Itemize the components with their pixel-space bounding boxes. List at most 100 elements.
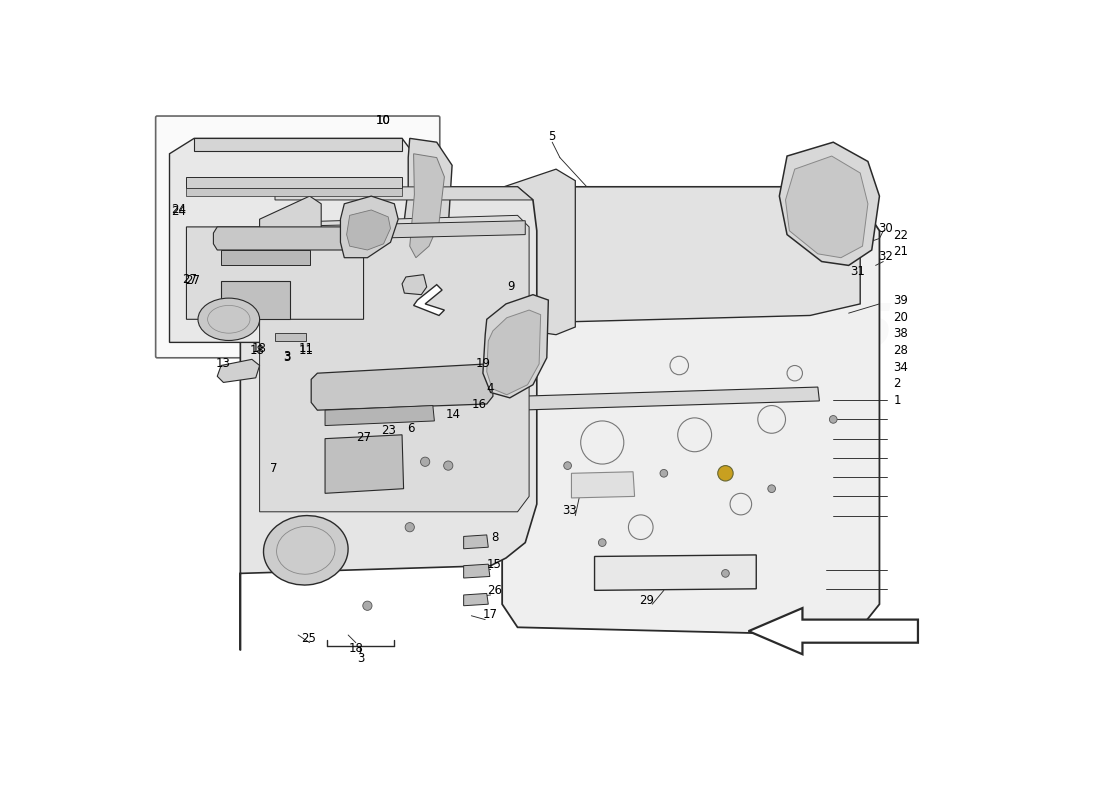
Polygon shape <box>346 210 390 250</box>
FancyBboxPatch shape <box>156 116 440 358</box>
Text: 24: 24 <box>172 203 186 217</box>
Text: 23: 23 <box>381 424 396 437</box>
Text: 4: 4 <box>487 382 494 395</box>
Text: 13: 13 <box>216 358 231 370</box>
Polygon shape <box>785 156 868 258</box>
Text: 15: 15 <box>487 558 502 570</box>
Polygon shape <box>275 187 534 200</box>
Polygon shape <box>409 154 444 258</box>
Text: 3: 3 <box>283 350 290 362</box>
Text: 14: 14 <box>446 408 461 422</box>
Polygon shape <box>213 227 352 250</box>
Circle shape <box>420 457 430 466</box>
Polygon shape <box>464 535 488 549</box>
Polygon shape <box>414 285 444 315</box>
Polygon shape <box>186 188 403 196</box>
Text: 22: 22 <box>893 229 909 242</box>
Polygon shape <box>517 387 820 410</box>
Text: 21: 21 <box>893 246 909 258</box>
Text: euro: euro <box>463 387 749 494</box>
Text: 20: 20 <box>893 310 909 324</box>
Text: 11: 11 <box>298 344 314 357</box>
Text: 16: 16 <box>472 398 486 410</box>
Circle shape <box>363 601 372 610</box>
Text: 3: 3 <box>356 651 364 665</box>
Text: a passion for parts: a passion for parts <box>422 216 604 235</box>
Text: 6: 6 <box>407 422 415 435</box>
Text: 18: 18 <box>250 344 265 357</box>
Polygon shape <box>186 227 363 319</box>
Text: 18: 18 <box>252 342 267 355</box>
Text: 9: 9 <box>507 281 515 294</box>
Text: 25: 25 <box>300 631 316 645</box>
Text: 27: 27 <box>182 273 197 286</box>
Text: 26: 26 <box>487 584 502 597</box>
Polygon shape <box>169 138 414 342</box>
Polygon shape <box>504 169 575 334</box>
Circle shape <box>829 415 837 423</box>
Polygon shape <box>504 187 860 323</box>
Polygon shape <box>275 333 306 341</box>
Text: 28: 28 <box>893 344 909 357</box>
Text: 3: 3 <box>283 351 290 364</box>
Text: 19: 19 <box>475 358 491 370</box>
Ellipse shape <box>264 515 348 585</box>
Polygon shape <box>483 294 548 398</box>
Text: 29: 29 <box>639 594 654 607</box>
Polygon shape <box>186 177 403 188</box>
Polygon shape <box>260 215 529 512</box>
Polygon shape <box>464 564 490 578</box>
Polygon shape <box>241 187 537 650</box>
Circle shape <box>722 570 729 578</box>
Polygon shape <box>341 196 398 258</box>
Text: 5: 5 <box>549 130 556 142</box>
Polygon shape <box>260 196 321 246</box>
Polygon shape <box>221 281 290 319</box>
Polygon shape <box>572 472 635 498</box>
Polygon shape <box>779 142 880 266</box>
Polygon shape <box>403 274 427 294</box>
Text: 38: 38 <box>893 327 909 340</box>
Text: 1: 1 <box>893 394 901 407</box>
Text: 27: 27 <box>185 274 200 287</box>
Polygon shape <box>502 187 880 635</box>
Text: 30: 30 <box>878 222 893 235</box>
Circle shape <box>768 485 776 493</box>
Text: 1985: 1985 <box>725 301 894 359</box>
Circle shape <box>405 522 415 532</box>
Text: 10: 10 <box>375 114 390 127</box>
Polygon shape <box>403 138 452 273</box>
Text: 32: 32 <box>878 250 893 262</box>
Text: 10: 10 <box>375 114 390 127</box>
Polygon shape <box>326 406 434 426</box>
Circle shape <box>717 466 734 481</box>
Polygon shape <box>218 359 260 382</box>
Polygon shape <box>749 608 917 654</box>
Text: carparts: carparts <box>477 345 870 426</box>
Polygon shape <box>264 221 526 241</box>
Ellipse shape <box>198 298 260 341</box>
Circle shape <box>660 470 668 477</box>
Polygon shape <box>594 555 757 590</box>
Polygon shape <box>311 364 493 410</box>
Circle shape <box>443 461 453 470</box>
Text: 7: 7 <box>271 462 278 475</box>
Polygon shape <box>326 435 404 494</box>
Text: 39: 39 <box>893 294 909 307</box>
Circle shape <box>563 462 572 470</box>
Text: 31: 31 <box>850 265 866 278</box>
Text: 33: 33 <box>562 504 578 517</box>
Polygon shape <box>464 594 488 606</box>
Text: 18: 18 <box>349 642 363 655</box>
Text: 11: 11 <box>298 342 314 355</box>
Polygon shape <box>195 138 403 151</box>
Text: 2: 2 <box>893 377 901 390</box>
Text: 17: 17 <box>483 609 498 622</box>
Polygon shape <box>221 250 310 266</box>
Text: 27: 27 <box>356 431 371 444</box>
Text: 8: 8 <box>491 531 498 545</box>
Text: 34: 34 <box>893 361 909 374</box>
Polygon shape <box>486 310 541 394</box>
Circle shape <box>598 538 606 546</box>
Text: 24: 24 <box>172 205 186 218</box>
